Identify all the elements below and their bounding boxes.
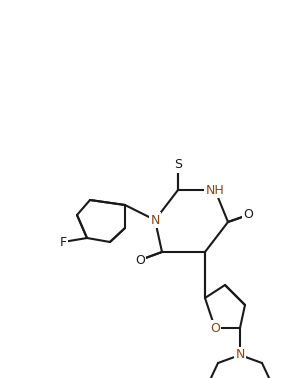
Text: N: N bbox=[235, 349, 245, 361]
Text: NH: NH bbox=[206, 183, 224, 197]
Text: O: O bbox=[243, 209, 253, 222]
Text: N: N bbox=[150, 214, 160, 226]
Text: S: S bbox=[174, 158, 182, 172]
Text: F: F bbox=[60, 235, 67, 248]
Text: O: O bbox=[135, 254, 145, 266]
Text: O: O bbox=[210, 322, 220, 335]
